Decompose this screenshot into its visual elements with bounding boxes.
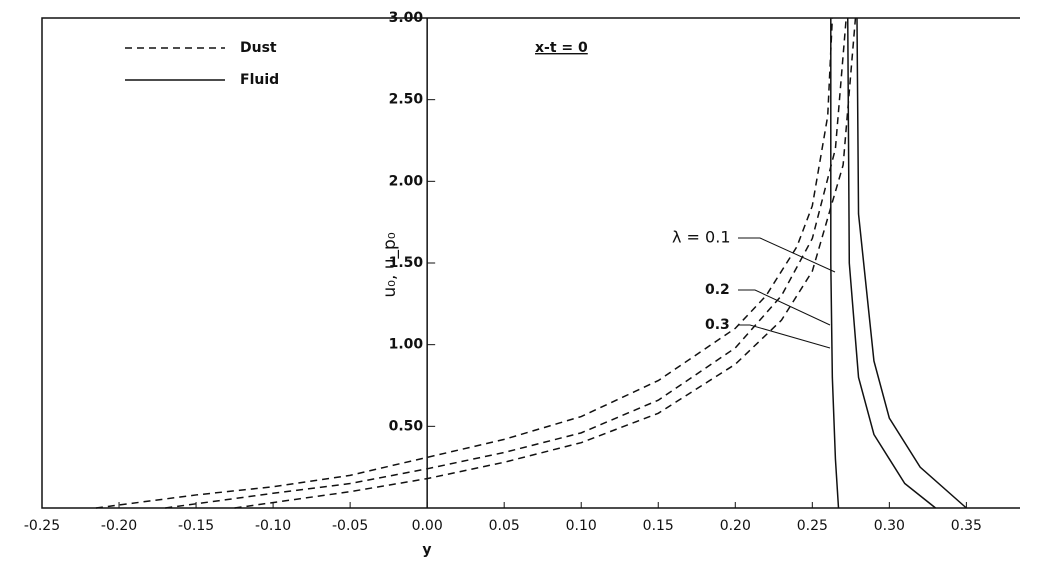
- line: [846, 17, 937, 509]
- legend-label: Dust: [240, 40, 277, 56]
- x-tick-label: 0.05: [489, 518, 520, 534]
- line: [234, 17, 857, 509]
- x-tick-label: 0.25: [797, 518, 828, 534]
- annotation: x-t = 0: [535, 40, 588, 56]
- x-tick-label: -0.20: [101, 518, 137, 534]
- y-tick-label: 1.00: [389, 337, 424, 353]
- y-tick-label: 1.50: [389, 255, 424, 271]
- leader-line: [738, 237, 836, 349]
- x-tick-label: -0.05: [332, 518, 368, 534]
- legend-label: Fluid: [240, 72, 279, 88]
- annotation: λ = 0.1: [672, 228, 731, 247]
- x-tick-label: -0.10: [255, 518, 291, 534]
- x-tick-label: 0.10: [566, 518, 597, 534]
- y-tick-label: 3.00: [389, 10, 424, 26]
- x-tick-label: 0.20: [720, 518, 751, 534]
- y-tick-label: 2.00: [389, 173, 424, 189]
- line: [165, 17, 847, 509]
- x-tick-label: -0.15: [178, 518, 214, 534]
- annotation: 0.2: [705, 282, 730, 298]
- x-tick-label: 0.00: [412, 518, 443, 534]
- x-tick-label: -0.25: [24, 518, 60, 534]
- line: [830, 18, 840, 509]
- y-axis-label: u₀, u_p₀: [380, 232, 400, 297]
- line: [95, 17, 834, 509]
- frame: [41, 17, 1020, 509]
- x-tick-label: 0.30: [874, 518, 905, 534]
- y-tick-label: 2.50: [389, 92, 424, 108]
- x-tick-label: 0.15: [643, 518, 674, 534]
- line: [856, 17, 967, 509]
- x-tick-label: 0.35: [951, 518, 982, 534]
- annotation: 0.3: [705, 317, 730, 333]
- y-tick-label: 0.50: [389, 418, 424, 434]
- x-axis-label: y: [422, 542, 431, 558]
